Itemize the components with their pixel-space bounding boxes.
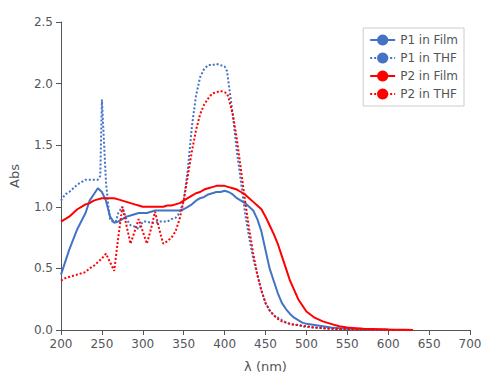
svg-text:P1 in Film: P1 in Film [400, 33, 458, 47]
svg-text:550: 550 [336, 337, 359, 351]
svg-text:300: 300 [131, 337, 154, 351]
svg-text:2.0: 2.0 [34, 77, 53, 91]
svg-text:500: 500 [295, 337, 318, 351]
svg-text:1.5: 1.5 [34, 138, 53, 152]
svg-text:200: 200 [50, 337, 73, 351]
svg-text:P2 in THF: P2 in THF [400, 87, 457, 101]
svg-text:350: 350 [172, 337, 195, 351]
svg-text:P2 in Film: P2 in Film [400, 69, 458, 83]
svg-text:Abs: Abs [7, 164, 22, 188]
svg-text:250: 250 [90, 337, 113, 351]
svg-text:λ (nm): λ (nm) [244, 359, 287, 374]
svg-text:P1 in THF: P1 in THF [400, 51, 457, 65]
svg-text:450: 450 [254, 337, 277, 351]
svg-text:650: 650 [418, 337, 441, 351]
svg-text:1.0: 1.0 [34, 200, 53, 214]
svg-text:0.5: 0.5 [34, 261, 53, 275]
svg-text:600: 600 [377, 337, 400, 351]
svg-text:700: 700 [459, 337, 482, 351]
svg-text:0.0: 0.0 [34, 323, 53, 337]
svg-text:2.5: 2.5 [34, 15, 53, 29]
svg-text:400: 400 [213, 337, 236, 351]
